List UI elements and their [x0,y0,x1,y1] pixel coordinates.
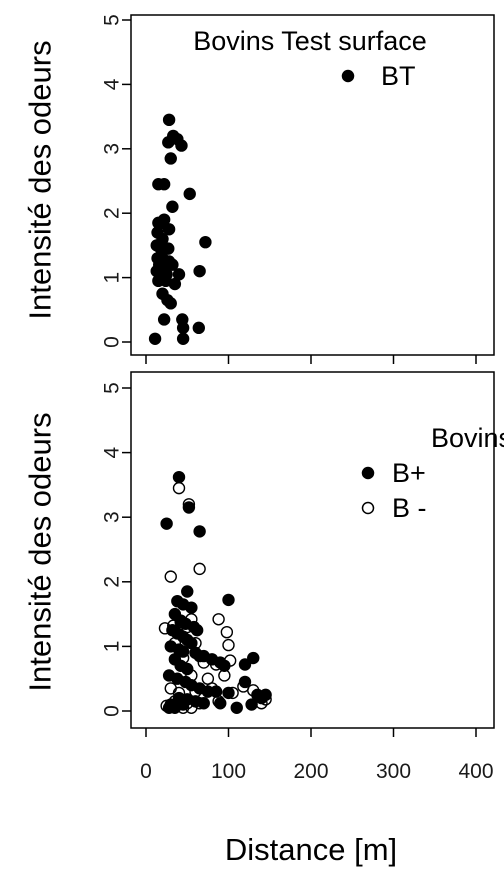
chart-title: Bovins Test surface [193,26,427,56]
x-axis-title: Distance [m] [225,832,397,867]
data-point-filled [185,601,198,614]
data-point-open [259,693,272,706]
y-tick-label: 1 [101,272,124,284]
data-point-open [189,636,202,650]
y-tick-label: 5 [101,14,124,26]
data-point-open [212,613,225,626]
legend-marker [361,466,375,480]
data-point-open [185,701,198,714]
y-tick-label: 5 [101,382,124,394]
x-tick-label: 400 [458,760,493,783]
data-point-filled [230,701,243,714]
data-point-filled [160,517,173,530]
data-point-filled [222,593,235,607]
data-point-filled [245,698,258,711]
data-point-open [168,636,182,650]
y-tick-label: 0 [101,705,124,717]
data-point-open [212,695,225,708]
data-point-open [158,622,172,635]
y-tick-label: 4 [101,78,124,90]
data-point-filled [193,525,206,538]
data-point-open [197,656,210,669]
data-point-open [181,620,194,634]
data-point-filled [172,470,186,484]
plot-frame [130,371,495,729]
data-point-filled [247,651,260,665]
data-point-open [223,654,237,667]
legend-marker [341,69,355,83]
x-tick-label: 300 [376,760,411,783]
data-point-filled [162,113,176,127]
data-point-open [172,481,186,495]
data-point-open [182,498,196,511]
data-point-filled [192,321,206,335]
legend-title: Bovins [431,423,504,453]
top-panel: 0 1 2 3 4 5 Intensité des odeurs Bovins Test su… [23,14,495,364]
data-point-filled [182,501,196,514]
data-point-filled [238,658,252,671]
data-point-open [218,669,231,682]
data-point-filled [168,277,182,291]
legend-marker [361,501,375,515]
data-point-open [255,697,268,710]
y-tick-label: 1 [101,641,124,653]
data-point-open [167,619,180,632]
y-axis-title: Intensité des odeurs [23,412,58,691]
data-point-open [193,562,206,576]
y-tick-label: 2 [101,207,124,219]
y-tick-label: 0 [101,336,124,348]
legend-label: B+ [392,458,426,488]
data-point-open [181,697,194,710]
data-point-filled [175,139,188,152]
data-point-filled [183,187,196,201]
data-point-filled [181,585,194,598]
y-tick-label: 3 [101,143,124,155]
x-tick-label: 0 [140,760,152,783]
y-tick-label: 2 [101,576,124,588]
data-point-filled [162,223,176,236]
data-point-filled [193,264,206,278]
data-point-filled [176,332,190,345]
data-point-filled [148,332,162,345]
legend-label: B - [392,493,427,523]
data-point-filled [166,200,179,213]
y-tick-label: 3 [101,511,124,523]
data-point-filled [162,136,175,149]
data-point-filled [164,152,177,165]
data-point-open [247,684,260,697]
data-point-open [220,625,234,639]
legend-label: BT [381,61,416,91]
plot-frame [130,14,495,356]
data-point-open [185,669,198,682]
x-tick-label: 100 [211,760,246,783]
data-point-filled [164,297,177,310]
data-point-open [176,651,190,665]
y-axis-title: Intensité des odeurs [23,40,58,319]
data-point-open [205,682,219,695]
y-tick-label: 4 [101,446,124,458]
data-point-open [160,699,173,713]
data-point-filled [197,697,210,710]
data-point-filled [162,242,175,255]
data-point-filled [199,235,212,249]
data-point-filled [181,662,194,676]
data-point-open [164,682,177,695]
data-point-filled [222,686,235,700]
data-point-open [226,686,239,700]
data-point-filled [176,645,190,658]
data-point-open [209,658,223,671]
data-point-open [176,701,190,714]
x-tick-label: 200 [293,760,328,783]
bottom-panel: 0 1 2 3 4 5 0 100 200 300 400 Intensité des odeurs B… [23,371,504,783]
data-point-open [189,685,202,698]
data-point-open [222,638,235,652]
data-point-open [164,570,177,583]
data-point-filled [157,178,171,191]
data-point-filled [157,313,171,326]
data-point-filled [176,321,190,335]
